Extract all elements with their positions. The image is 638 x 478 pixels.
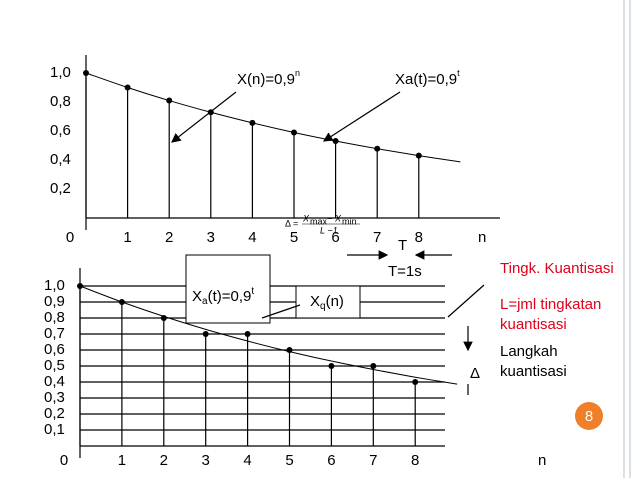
y-tick-label: 0,5 <box>44 357 65 374</box>
label-xat: Xa(t)=0,9t <box>395 68 460 88</box>
formula-x: X <box>302 213 310 223</box>
box <box>185 254 271 324</box>
x-tick-label: 4 <box>243 452 251 469</box>
signal-curve <box>85 72 461 163</box>
y-tick-label: 0,3 <box>44 389 65 406</box>
x-tick-label: 3 <box>207 229 215 246</box>
step-desc: kuantisasi <box>500 363 567 380</box>
x-tick-label: 0 <box>60 452 68 469</box>
levels-title: Tingk. Kuantisasi <box>500 260 614 277</box>
box-label-part: X <box>310 293 320 310</box>
y-tick-label: 1,0 <box>50 64 71 81</box>
pointer <box>261 304 301 319</box>
formula: Δ = X max − X min L −1 <box>285 213 360 235</box>
y-tick-label: 0,7 <box>44 325 65 342</box>
x-tick-label: 5 <box>285 452 293 469</box>
x-tick-label: 8 <box>411 452 419 469</box>
x-tick-label: 1 <box>118 452 126 469</box>
x-tick-label: 3 <box>202 452 210 469</box>
formula-max: max <box>310 216 328 226</box>
box <box>295 285 361 319</box>
formula-min: min <box>342 216 357 226</box>
y-tick-label: 0,6 <box>44 341 65 358</box>
y-tick-label: 0,1 <box>44 421 65 438</box>
box-label-part: t <box>251 286 254 297</box>
formula-minus: − <box>327 213 332 223</box>
y-tick-label: 0,9 <box>44 293 65 310</box>
signal-curve <box>79 285 458 385</box>
formula-eq: = <box>293 218 298 228</box>
x-tick-label: 4 <box>248 229 256 246</box>
step-desc: Langkah <box>500 343 558 360</box>
x-tick-label: 2 <box>160 452 168 469</box>
y-tick-label: 0,2 <box>50 180 71 197</box>
period: T=1s <box>388 263 422 280</box>
x-tick-label: 6 <box>327 452 335 469</box>
x-tick-label: 1 <box>123 229 131 246</box>
x-tick-label: 7 <box>369 452 377 469</box>
label-xn: X(n)=0,9n <box>237 68 300 88</box>
page-badge <box>575 402 603 430</box>
y-tick-label: 0,4 <box>50 151 71 168</box>
formula-den: L −1 <box>320 225 338 235</box>
box-label-part: q <box>320 301 326 312</box>
y-tick-label: 0,8 <box>44 309 65 326</box>
y-tick-label: 0,2 <box>44 405 65 422</box>
formula-x: X <box>334 213 342 223</box>
y-tick-label: 0,6 <box>50 122 71 139</box>
box-label-part: (t)=0,9 <box>208 288 252 305</box>
x-tick-label: 2 <box>165 229 173 246</box>
x-tick-label: 5 <box>290 229 298 246</box>
arrow <box>171 91 237 143</box>
pointer <box>447 284 485 318</box>
box-label: Xa(t)=0,9t <box>192 286 254 307</box>
box-label-part: a <box>202 296 208 307</box>
arrow <box>322 91 401 142</box>
x-tick-label: 0 <box>66 229 74 246</box>
page-number: 8 <box>585 408 593 425</box>
box-label-part: (n) <box>326 293 344 310</box>
x-axis-label: n <box>538 452 546 469</box>
x-tick-label: 8 <box>415 229 423 246</box>
x-tick-label: 7 <box>373 229 381 246</box>
levels-desc: kuantisasi <box>500 316 567 333</box>
y-tick-label: 0,8 <box>50 93 71 110</box>
box-label: Xq(n) <box>310 293 344 312</box>
box-label-part: X <box>192 288 202 305</box>
y-tick-label: 1,0 <box>44 277 65 294</box>
y-tick-label: 0,4 <box>44 373 65 390</box>
x-axis-label: n <box>478 229 486 246</box>
levels-desc: L=jml tingkatan <box>500 296 601 313</box>
step-symbol: Δ <box>470 365 480 382</box>
period-symbol: T <box>398 237 407 254</box>
x-tick-label: 6 <box>331 229 339 246</box>
formula-delta: Δ <box>285 218 291 228</box>
